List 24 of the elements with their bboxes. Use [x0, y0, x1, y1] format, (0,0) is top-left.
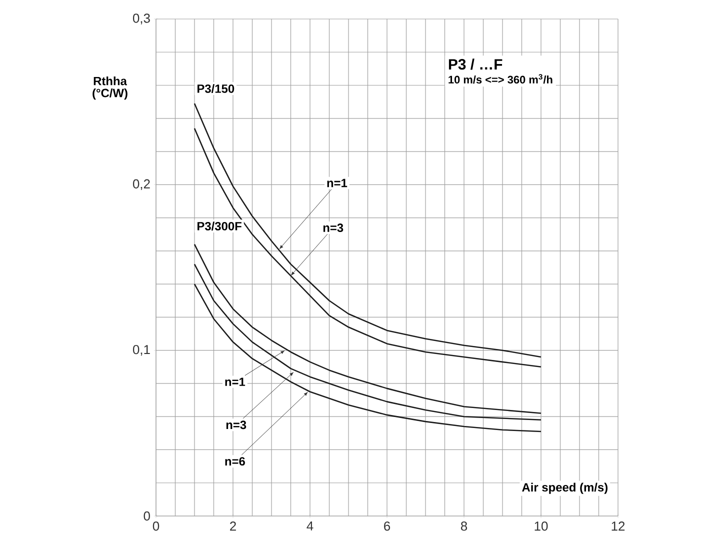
annotation: n=3 [323, 224, 344, 232]
annotation: P3/150 [198, 84, 234, 94]
line-series [194, 264, 542, 421]
annotation: n=1 [327, 178, 348, 188]
text: P3 / …F [448, 58, 502, 70]
x-tick-label: 10 [534, 522, 548, 531]
x-tick-label: 0 [152, 522, 160, 531]
annotation: n=3 [226, 420, 246, 430]
annotation: n=1 [225, 378, 246, 386]
y-tick-label: 0,3 [132, 14, 150, 24]
y-tick-label: 0 [144, 511, 150, 521]
y-tick-label: 0,1 [132, 344, 150, 356]
x-tick-label: 12 [612, 522, 625, 531]
x-axis-title: Air speed (m/s) [522, 482, 608, 494]
x-tick-label: 6 [384, 522, 390, 531]
y-tick-label: 0,2 [132, 179, 150, 190]
x-tick-label: 2 [230, 522, 236, 531]
annotation: P3/300F [198, 222, 242, 231]
annotation: n=6 [225, 457, 245, 466]
text: 10 m/s <=> 360 m$^{3}$/h [448, 74, 552, 84]
y-axis-title: Rthha (°C/W) [92, 76, 128, 100]
line-series [194, 283, 542, 432]
x-tick-label: 4 [306, 522, 314, 530]
x-tick-label: 8 [460, 522, 468, 531]
